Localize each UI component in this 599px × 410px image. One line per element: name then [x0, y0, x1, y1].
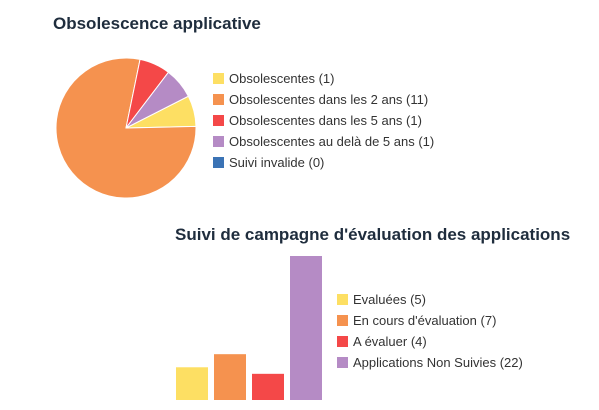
bar-legend-label: En cours d'évaluation (7)	[353, 313, 497, 328]
bar-chart-title: Suivi de campagne d'évaluation des appli…	[175, 225, 571, 244]
bar[interactable]	[214, 354, 246, 400]
pie-legend-label: Suivi invalide (0)	[229, 155, 325, 170]
bar-legend-item[interactable]: Applications Non Suivies (22)	[337, 352, 523, 373]
bar-chart-legend: Evaluées (5) En cours d'évaluation (7) A é…	[337, 289, 523, 373]
pie-slice[interactable]	[125, 71, 190, 129]
pie-chart-legend: Obsolescentes (1) Obsolescentes dans les …	[213, 68, 434, 173]
pie-legend-swatch	[213, 94, 224, 105]
bar-legend-label: Applications Non Suivies (22)	[353, 355, 523, 370]
bar-legend-swatch	[337, 315, 348, 326]
pie-legend-item[interactable]: Suivi invalide (0)	[213, 152, 434, 173]
bar[interactable]	[290, 256, 322, 400]
bar-legend-swatch	[337, 357, 348, 368]
bar-chart	[176, 256, 322, 400]
pie-legend-label: Obsolescentes au delà de 5 ans (1)	[229, 134, 435, 149]
bar-legend-label: Evaluées (5)	[353, 292, 426, 307]
bar-legend-label: A évaluer (4)	[353, 334, 427, 349]
pie-legend-label: Obsolescentes (1)	[229, 71, 335, 86]
bar[interactable]	[176, 367, 208, 400]
bar-legend-swatch	[337, 336, 348, 347]
bar-legend-item[interactable]: Evaluées (5)	[337, 289, 523, 310]
pie-legend-label: Obsolescentes dans les 2 ans (11)	[229, 92, 429, 107]
pie-chart-title: Obsolescence applicative	[53, 14, 261, 33]
pie-legend-item[interactable]: Obsolescentes (1)	[213, 68, 434, 89]
pie-legend-swatch	[213, 115, 224, 126]
bar-legend-item[interactable]: En cours d'évaluation (7)	[337, 310, 523, 331]
pie-legend-swatch	[213, 136, 224, 147]
pie-legend-item[interactable]: Obsolescentes dans les 2 ans (11)	[213, 89, 434, 110]
pie-legend-label: Obsolescentes dans les 5 ans (1)	[229, 113, 422, 128]
bar-legend-item[interactable]: A évaluer (4)	[337, 331, 523, 352]
pie-legend-item[interactable]: Obsolescentes dans les 5 ans (1)	[213, 110, 434, 131]
bar-legend-swatch	[337, 294, 348, 305]
pie-legend-swatch	[213, 73, 224, 84]
pie-legend-swatch	[213, 157, 224, 168]
pie-legend-item[interactable]: Obsolescentes au delà de 5 ans (1)	[213, 131, 434, 152]
bar[interactable]	[252, 373, 284, 400]
pie-chart	[55, 57, 197, 199]
